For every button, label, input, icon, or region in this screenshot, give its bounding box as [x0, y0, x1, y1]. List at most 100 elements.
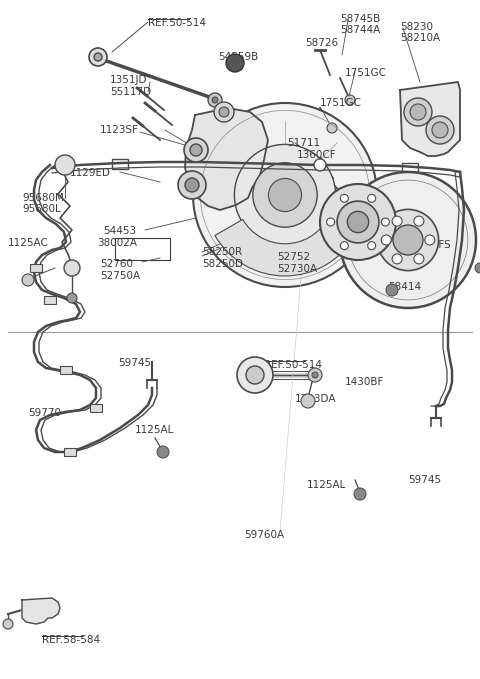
Circle shape [312, 372, 318, 378]
Polygon shape [400, 82, 460, 156]
Circle shape [268, 179, 301, 212]
Text: 59760A: 59760A [244, 530, 284, 540]
Text: REF.50-514: REF.50-514 [148, 18, 206, 28]
Circle shape [64, 260, 80, 276]
Circle shape [425, 235, 435, 245]
Circle shape [426, 116, 454, 144]
Circle shape [381, 218, 389, 226]
Bar [60, 366, 72, 374]
Circle shape [193, 103, 377, 287]
Text: 51711: 51711 [287, 138, 320, 148]
Circle shape [326, 218, 335, 226]
Circle shape [386, 284, 398, 296]
Circle shape [432, 122, 448, 138]
Circle shape [219, 107, 229, 117]
Circle shape [237, 357, 273, 393]
Text: 58210A: 58210A [400, 33, 440, 43]
Circle shape [475, 263, 480, 273]
Circle shape [404, 98, 432, 126]
Text: 58411D: 58411D [352, 208, 393, 218]
Bar [64, 448, 76, 456]
Text: 1125AL: 1125AL [307, 480, 347, 490]
Circle shape [157, 446, 169, 458]
Text: 1129ED: 1129ED [70, 168, 111, 178]
Circle shape [190, 144, 202, 156]
Text: 1351JD: 1351JD [110, 75, 147, 85]
Text: 52750A: 52750A [100, 271, 140, 281]
Text: 52760: 52760 [100, 259, 133, 269]
Text: 58745B: 58745B [340, 14, 380, 24]
Text: 95680M: 95680M [22, 193, 64, 203]
Circle shape [55, 155, 75, 175]
Circle shape [368, 194, 376, 202]
Circle shape [320, 184, 396, 260]
Circle shape [348, 211, 369, 233]
Circle shape [345, 95, 355, 105]
Circle shape [226, 54, 244, 72]
Circle shape [337, 201, 379, 243]
Circle shape [393, 225, 423, 255]
Circle shape [253, 163, 317, 227]
Polygon shape [185, 108, 268, 210]
Circle shape [314, 159, 326, 171]
Wedge shape [215, 219, 355, 276]
Text: 1125AL: 1125AL [135, 425, 174, 435]
Text: 59745: 59745 [408, 475, 441, 485]
Text: REF.58-584: REF.58-584 [42, 635, 100, 645]
Circle shape [381, 235, 391, 245]
Circle shape [22, 274, 34, 286]
Circle shape [377, 209, 439, 271]
Text: 1313DA: 1313DA [295, 394, 336, 404]
Circle shape [94, 53, 102, 61]
Circle shape [368, 242, 376, 250]
Text: 58414: 58414 [388, 282, 421, 292]
Text: 1751GC: 1751GC [320, 98, 362, 108]
Text: 38002A: 38002A [97, 238, 137, 248]
Text: 58250D: 58250D [202, 259, 243, 269]
Text: 95680L: 95680L [22, 204, 61, 214]
Circle shape [212, 97, 218, 103]
Text: 52752: 52752 [277, 252, 310, 262]
Bar [30, 264, 42, 272]
Text: REF.50-514: REF.50-514 [264, 360, 322, 370]
Bar [90, 404, 102, 412]
Bar [112, 159, 128, 169]
Circle shape [340, 242, 348, 250]
Text: 54559B: 54559B [218, 52, 258, 62]
Circle shape [208, 93, 222, 107]
Polygon shape [22, 598, 60, 624]
Text: 58250R: 58250R [202, 247, 242, 257]
Text: 58726: 58726 [305, 38, 338, 48]
Text: 52730A: 52730A [277, 264, 317, 274]
Text: 1430BF: 1430BF [345, 377, 384, 387]
Circle shape [184, 138, 208, 162]
Text: 1220FS: 1220FS [413, 240, 452, 250]
Text: 1751GC: 1751GC [345, 68, 387, 78]
Circle shape [414, 254, 424, 264]
Circle shape [414, 216, 424, 226]
Bar [312, 161, 328, 171]
Text: 58744A: 58744A [340, 25, 380, 35]
Bar [44, 296, 56, 304]
Circle shape [392, 216, 402, 226]
Circle shape [354, 488, 366, 500]
Text: 55117D: 55117D [110, 87, 151, 97]
Circle shape [3, 619, 13, 629]
Text: 1360CF: 1360CF [297, 150, 336, 160]
Circle shape [410, 104, 426, 120]
Circle shape [185, 178, 199, 192]
Text: 54453: 54453 [103, 226, 136, 236]
Text: 58230: 58230 [400, 22, 433, 32]
Circle shape [234, 145, 336, 246]
Bar [402, 163, 418, 173]
Circle shape [327, 123, 337, 133]
Circle shape [178, 171, 206, 199]
Text: 59745: 59745 [118, 358, 151, 368]
Circle shape [246, 366, 264, 384]
Circle shape [301, 394, 315, 408]
Text: 1125AC: 1125AC [8, 238, 49, 248]
Circle shape [89, 48, 107, 66]
Circle shape [214, 102, 234, 122]
Circle shape [308, 368, 322, 382]
Circle shape [340, 194, 348, 202]
